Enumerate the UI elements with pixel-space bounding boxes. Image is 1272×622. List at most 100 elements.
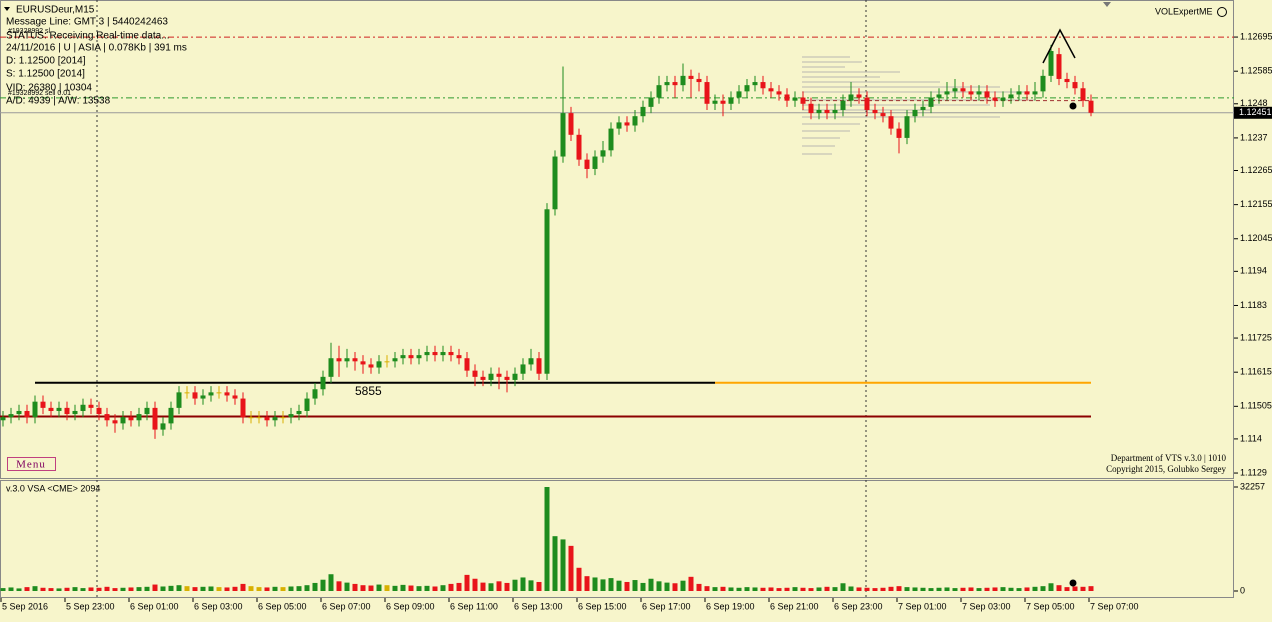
- x-tick-label: 6 Sep 19:00: [706, 601, 755, 611]
- candle-body: [536, 358, 542, 374]
- volume-bar: [800, 587, 806, 591]
- volume-bar: [256, 587, 262, 591]
- candle-body: [192, 392, 198, 399]
- candle-body: [808, 103, 814, 114]
- volume-bar: [360, 585, 366, 591]
- volume-bar: [536, 581, 542, 591]
- symbol: EURUSDeur,M15: [16, 5, 95, 16]
- volume-bar: [432, 586, 438, 591]
- candle-body: [648, 97, 654, 107]
- volume-bar: [1056, 585, 1062, 591]
- credit-line: Copyright 2015, Golubko Sergey: [1106, 464, 1226, 474]
- volume-bar: [808, 588, 814, 591]
- candle-body: [312, 389, 318, 399]
- candle-body: [840, 100, 846, 110]
- candle-body: [544, 209, 550, 374]
- candle-body: [512, 373, 518, 380]
- volume-bar: [792, 587, 798, 591]
- volume-bar: [408, 585, 414, 591]
- volume-bar: [952, 588, 958, 591]
- volume-bar: [288, 586, 294, 591]
- y-tick-label: 1.12265: [1240, 165, 1272, 175]
- candle-body: [336, 358, 342, 362]
- candle-body: [960, 88, 966, 92]
- volume-bar: [320, 579, 326, 591]
- candle-body: [464, 358, 470, 371]
- volume-bar: [392, 585, 398, 591]
- candle-body: [472, 370, 478, 377]
- scroll-marker: [1103, 2, 1111, 7]
- volume-bar: [976, 588, 982, 591]
- menu-button[interactable]: [7, 457, 56, 471]
- candle-body: [704, 82, 710, 104]
- volume-bar: [480, 582, 486, 591]
- volume-bar: [848, 586, 854, 591]
- x-tick-label: 7 Sep 01:00: [898, 601, 947, 611]
- volume-bar: [680, 580, 686, 591]
- volume-bar: [368, 585, 374, 591]
- volume-bar: [184, 586, 190, 591]
- candle-body: [112, 420, 118, 424]
- candle-body: [824, 109, 830, 114]
- volume-bar: [928, 588, 934, 591]
- indicator-name: VOLExpertME: [1155, 6, 1213, 16]
- volume-bar: [296, 586, 302, 591]
- y-tick-label: 1.11725: [1240, 332, 1272, 342]
- candle-body: [664, 82, 670, 86]
- volume-bar: [568, 545, 574, 591]
- candle-body: [1056, 54, 1062, 79]
- volume-bar: [688, 576, 694, 591]
- candle-body: [800, 97, 806, 104]
- volume-bar: [960, 587, 966, 591]
- volume-bar: [576, 567, 582, 591]
- candle-body: [744, 85, 750, 92]
- volume-bar: [544, 487, 550, 591]
- x-tick-label: 6 Sep 13:00: [514, 601, 563, 611]
- volume-bar: [1040, 586, 1046, 591]
- x-tick-label: 6 Sep 05:00: [258, 601, 307, 611]
- info-line: S: 1.12500 [2014]: [6, 69, 85, 80]
- candle-body: [288, 414, 294, 418]
- candle-body: [184, 392, 190, 394]
- x-tick-label: 6 Sep 21:00: [770, 601, 819, 611]
- candle-body: [696, 78, 702, 83]
- candle-body: [880, 113, 886, 117]
- y-tick-label: 1.12695: [1240, 31, 1272, 41]
- volume-bar: [0, 588, 6, 591]
- candle-body: [1024, 91, 1030, 95]
- volume-bar: [280, 587, 286, 591]
- volume-bar: [856, 587, 862, 591]
- volume-bar: [32, 586, 38, 591]
- candle-body: [1000, 97, 1006, 101]
- menu-label[interactable]: Menu: [16, 459, 46, 471]
- candle-body: [784, 94, 790, 101]
- volume-bar: [936, 587, 942, 591]
- candle-body: [448, 352, 454, 356]
- candle-body: [488, 373, 494, 380]
- y-tick-label: 1.11615: [1240, 367, 1272, 377]
- candle-body: [920, 106, 926, 110]
- y-tick-label: 1.1194: [1240, 266, 1267, 276]
- candle-body: [568, 113, 574, 135]
- candle-body: [624, 122, 630, 126]
- symbol-dropdown-icon[interactable]: [4, 7, 10, 11]
- volume-bar: [1024, 587, 1030, 591]
- volume-bar: [728, 587, 734, 591]
- volume-bar: [672, 583, 678, 591]
- x-tick-label: 5 Sep 23:00: [66, 601, 115, 611]
- volume-bar: [584, 576, 590, 591]
- signal-dot: [1069, 102, 1077, 110]
- volume-bar: [96, 587, 102, 591]
- candle-body: [1088, 100, 1094, 113]
- volume-bar: [560, 539, 566, 591]
- volume-bar: [176, 585, 182, 591]
- candle-body: [240, 398, 246, 418]
- candle-body: [848, 94, 854, 101]
- volume-bar: [840, 583, 846, 591]
- candle-body: [368, 364, 374, 368]
- info-line: 24/11/2016 | U | ASIA | 0.078Kb | 391 ms: [6, 43, 187, 54]
- y-tick-label: 1.11505: [1240, 401, 1272, 411]
- volume-bar: [112, 588, 118, 591]
- candle-body: [856, 94, 862, 98]
- candle-body: [760, 82, 766, 89]
